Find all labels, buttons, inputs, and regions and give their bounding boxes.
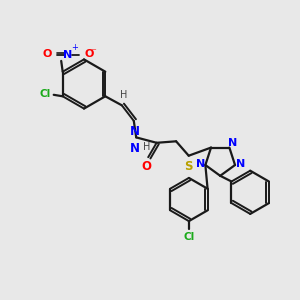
Text: Cl: Cl — [183, 232, 194, 242]
Text: +: + — [71, 44, 78, 52]
Text: N: N — [63, 50, 72, 60]
Text: H: H — [143, 142, 150, 152]
Text: N: N — [236, 159, 245, 170]
Text: O: O — [85, 49, 94, 59]
Text: O: O — [42, 49, 52, 59]
Text: ⁻: ⁻ — [90, 47, 96, 57]
Text: H: H — [120, 90, 127, 100]
Text: S: S — [184, 160, 193, 173]
Text: N: N — [196, 159, 205, 170]
Text: N: N — [228, 138, 237, 148]
Text: N: N — [130, 142, 140, 154]
Text: O: O — [141, 160, 152, 173]
Text: Cl: Cl — [39, 89, 51, 99]
Text: N: N — [130, 125, 140, 138]
